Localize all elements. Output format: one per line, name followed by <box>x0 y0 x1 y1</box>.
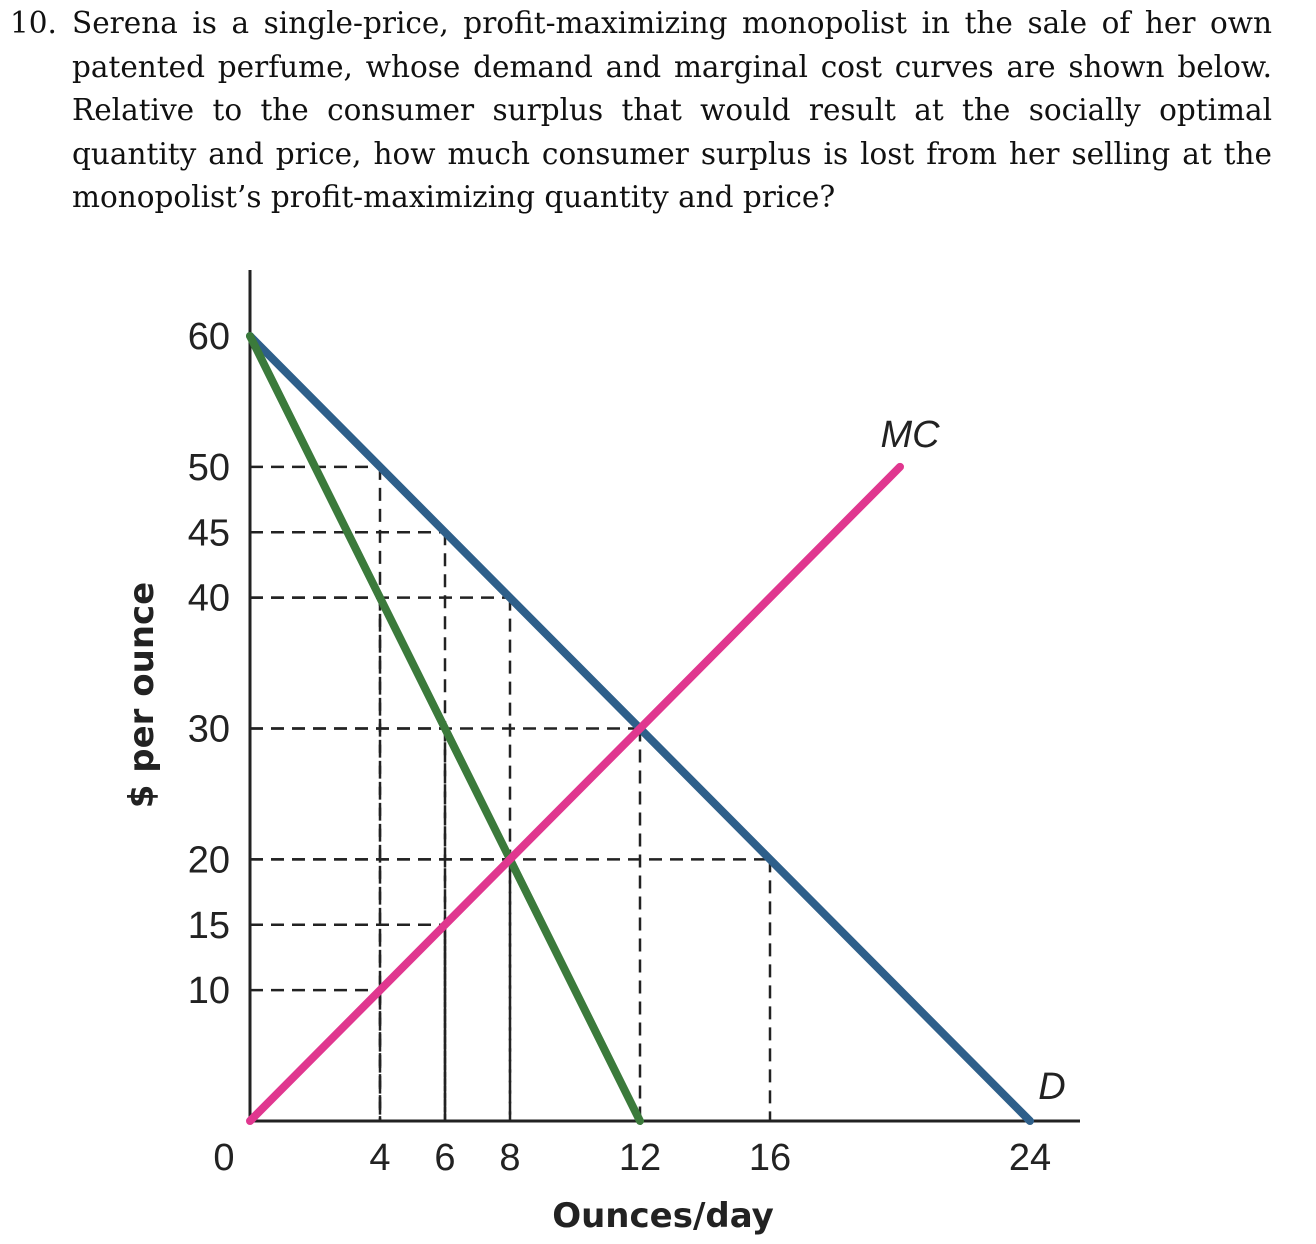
axes <box>248 270 1080 1123</box>
mc-line <box>246 462 904 1125</box>
x-tick-12: 12 <box>619 1137 661 1179</box>
x-tick-8: 8 <box>499 1137 520 1179</box>
x-tick-24: 24 <box>1009 1137 1051 1179</box>
marginal-revenue-line <box>246 332 644 1125</box>
x-axis-title: Ounces/day <box>552 1196 774 1236</box>
x-tick-0: 0 <box>213 1137 234 1179</box>
y-tick-45: 45 <box>188 512 230 554</box>
y-tick-20: 20 <box>188 839 230 881</box>
guide-lines <box>250 465 772 1121</box>
x-tick-4: 4 <box>369 1137 390 1179</box>
y-tick-50: 50 <box>188 447 230 489</box>
y-tick-40: 40 <box>188 578 230 620</box>
curve-label-mc: MC <box>880 414 940 456</box>
y-axis-title: $ per ounce <box>122 582 162 808</box>
curve-label-d: D <box>1038 1066 1065 1108</box>
x-tick-6: 6 <box>434 1137 455 1179</box>
tick-labels: 10 15 20 30 40 45 50 60 0 4 6 8 12 16 24 <box>188 316 1051 1179</box>
curve-labels: D MC <box>880 414 1065 1108</box>
question-number: 10. <box>10 6 57 40</box>
y-tick-15: 15 <box>188 905 230 947</box>
y-tick-60: 60 <box>188 316 230 358</box>
y-tick-10: 10 <box>188 970 230 1012</box>
question-text: Serena is a single-price, profit-maximiz… <box>72 6 1272 214</box>
question-block: 10. Serena is a single-price, profit-max… <box>10 2 1272 220</box>
curves <box>246 332 1034 1125</box>
y-tick-30: 30 <box>188 709 230 751</box>
x-tick-16: 16 <box>749 1137 791 1179</box>
